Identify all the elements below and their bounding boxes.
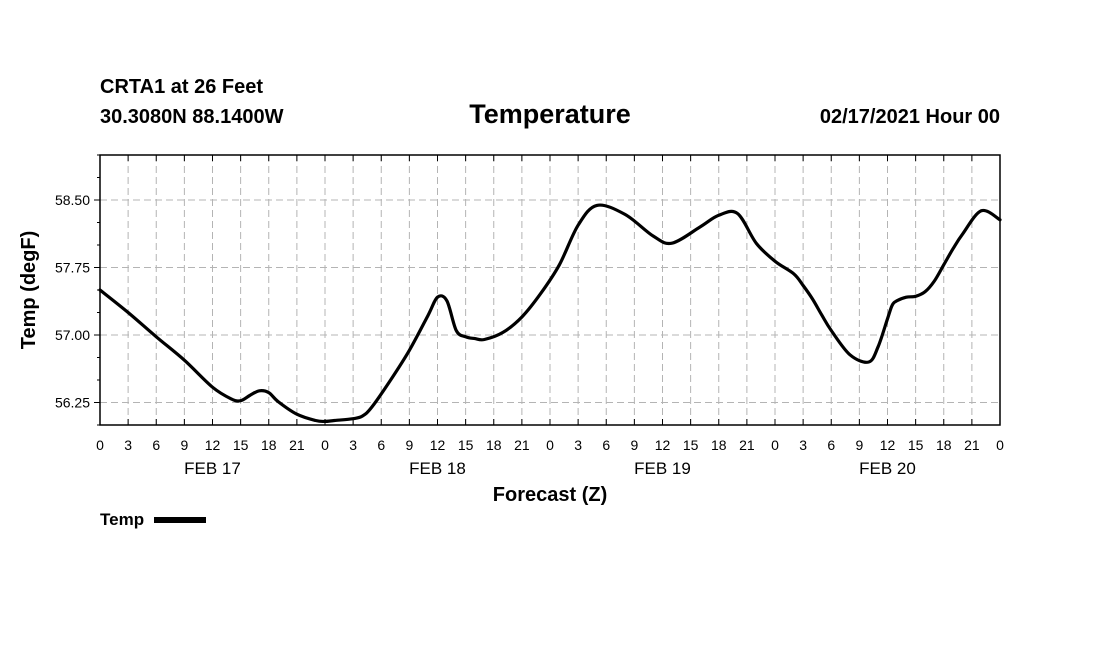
forecast-datetime: 02/17/2021 Hour 00 [819, 106, 1000, 128]
y-tick-label: 58.50 [55, 192, 90, 208]
x-tick-label: 6 [827, 437, 835, 453]
x-tick-label: 9 [405, 437, 413, 453]
x-tick-label: 9 [180, 437, 188, 453]
legend-line-swatch [154, 517, 207, 523]
chart-title: Temperature [469, 99, 631, 129]
x-tick-label: 9 [630, 437, 638, 453]
x-tick-label: 18 [261, 437, 277, 453]
x-axis-title: Forecast (Z) [493, 484, 607, 506]
ticks [94, 154, 1001, 426]
grid [100, 155, 1000, 425]
x-tick-label: 21 [514, 437, 530, 453]
x-tick-label: 0 [771, 437, 779, 453]
x-tick-label: 0 [996, 437, 1004, 453]
x-tick-label: 18 [486, 437, 502, 453]
x-tick-label: 18 [936, 437, 952, 453]
legend: Temp [100, 510, 207, 530]
x-tick-label: 21 [739, 437, 755, 453]
x-tick-label: 0 [96, 437, 104, 453]
x-tick-label: 21 [289, 437, 305, 453]
station-label: CRTA1 at 26 Feet [100, 76, 264, 98]
y-tick-label: 56.25 [55, 395, 90, 411]
x-tick-label: 0 [321, 437, 329, 453]
date-label: FEB 20 [859, 459, 916, 478]
x-tick-label: 12 [655, 437, 671, 453]
x-tick-label: 18 [711, 437, 727, 453]
x-tick-label: 15 [458, 437, 474, 453]
y-tick-label: 57.75 [55, 260, 90, 276]
x-tick-label: 15 [233, 437, 249, 453]
x-tick-label: 3 [349, 437, 357, 453]
series-line-temp [98, 203, 1002, 424]
y-axis-title: Temp (degF) [18, 231, 40, 350]
x-tick-label: 6 [602, 437, 610, 453]
date-label: FEB 18 [409, 459, 466, 478]
x-tick-label: 3 [574, 437, 582, 453]
legend-label: Temp [100, 510, 145, 529]
x-tick-label: 9 [855, 437, 863, 453]
date-label: FEB 19 [634, 459, 691, 478]
x-tick-label: 0 [546, 437, 554, 453]
y-tick-label: 57.00 [55, 327, 90, 343]
x-tick-label: 21 [964, 437, 980, 453]
x-tick-label: 15 [683, 437, 699, 453]
series-layer [98, 203, 1002, 424]
date-label: FEB 17 [184, 459, 241, 478]
x-tick-label: 15 [908, 437, 924, 453]
station-coordinates: 30.3080N 88.1400W [100, 106, 284, 128]
x-tick-label: 12 [430, 437, 446, 453]
x-tick-label: 12 [205, 437, 221, 453]
tick-labels: 56.25 57.00 57.75 58.50 0 3 6 9 12 15 18 21 0 3 6 9 12 15… [55, 192, 1004, 478]
x-tick-label: 6 [377, 437, 385, 453]
x-tick-label: 6 [152, 437, 160, 453]
x-tick-label: 3 [799, 437, 807, 453]
x-tick-label: 3 [124, 437, 132, 453]
x-tick-label: 12 [880, 437, 896, 453]
